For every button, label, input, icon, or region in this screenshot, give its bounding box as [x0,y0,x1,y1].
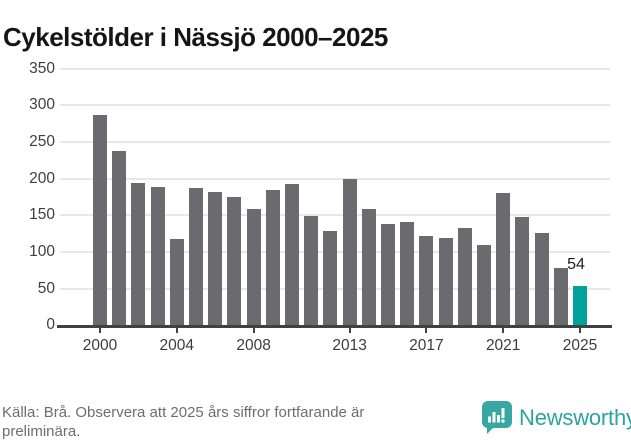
gridline-150 [60,214,610,217]
gridline-200 [60,177,610,180]
y-axis-label-250: 250 [29,132,55,150]
gridline-300 [60,104,610,107]
x-axis-label-2013: 2013 [332,337,367,354]
y-axis-label-100: 100 [29,243,55,261]
x-axis-label-2000: 2000 [82,337,118,354]
y-axis-label-150: 150 [29,206,55,224]
x-tick-mark-2021 [502,327,505,333]
newsworthy-logo: Newsworthy [482,401,631,434]
gridline-250 [60,140,610,143]
bar-2013 [342,178,357,326]
x-tick-mark-2004 [175,327,178,333]
bar-2012 [323,230,338,326]
bar-2007 [227,197,242,326]
newsworthy-speech-bubble-icon [482,401,512,434]
bar-2018 [438,238,453,326]
y-axis-label-300: 300 [29,96,55,114]
bar-2002 [131,183,146,326]
x-axis-label-2004: 2004 [159,337,195,354]
bar-2025 [573,285,587,326]
bar-2004 [169,238,184,326]
x-axis-label-2021: 2021 [485,337,521,354]
bar-2022 [515,216,530,326]
bar-2001 [112,150,127,326]
bar-2003 [150,187,165,326]
bar-2021 [496,192,511,326]
y-axis-label-200: 200 [29,169,55,187]
bar-2020 [477,244,491,326]
source-note-line-2: preliminära. [2,423,81,440]
bar-2010 [285,183,299,326]
x-tick-mark-2008 [252,327,255,333]
bar-2011 [304,216,319,326]
bar-2008 [246,209,261,326]
x-axis-label-2017: 2017 [409,337,444,354]
x-tick-mark-2000 [99,327,101,333]
x-tick-mark-2017 [425,327,428,333]
x-axis-line [57,325,612,328]
x-tick-mark-2013 [348,327,351,333]
y-axis-label-50: 50 [37,279,55,297]
x-axis-label-2025: 2025 [562,337,598,354]
bar-2009 [265,189,280,326]
x-tick-mark-2025 [579,327,581,333]
bar-2017 [419,235,434,326]
bar-value-label: 54 [567,255,585,273]
source-note-line-1: Källa: Brå. Observera att 2025 års siffr… [2,404,365,421]
source-note: Källa: Brå. Observera att 2025 års siffr… [2,403,364,441]
bar-2015 [381,224,395,326]
bar-2006 [208,191,223,326]
x-axis-label-2008: 2008 [236,337,271,354]
chart-title: Cykelstölder i Nässjö 2000–2025 [3,22,388,53]
gridline-350 [60,67,610,70]
bar-2016 [400,221,415,326]
bar-2005 [189,188,203,326]
bar-2000 [93,115,107,326]
bar-2019 [457,227,472,326]
newsworthy-wordmark: Newsworthy [519,404,631,430]
bar-2024 [553,268,568,326]
bar-2014 [361,208,376,326]
bar-2023 [534,232,549,326]
y-axis-label-0: 0 [46,315,55,333]
y-axis-label-350: 350 [29,59,55,77]
